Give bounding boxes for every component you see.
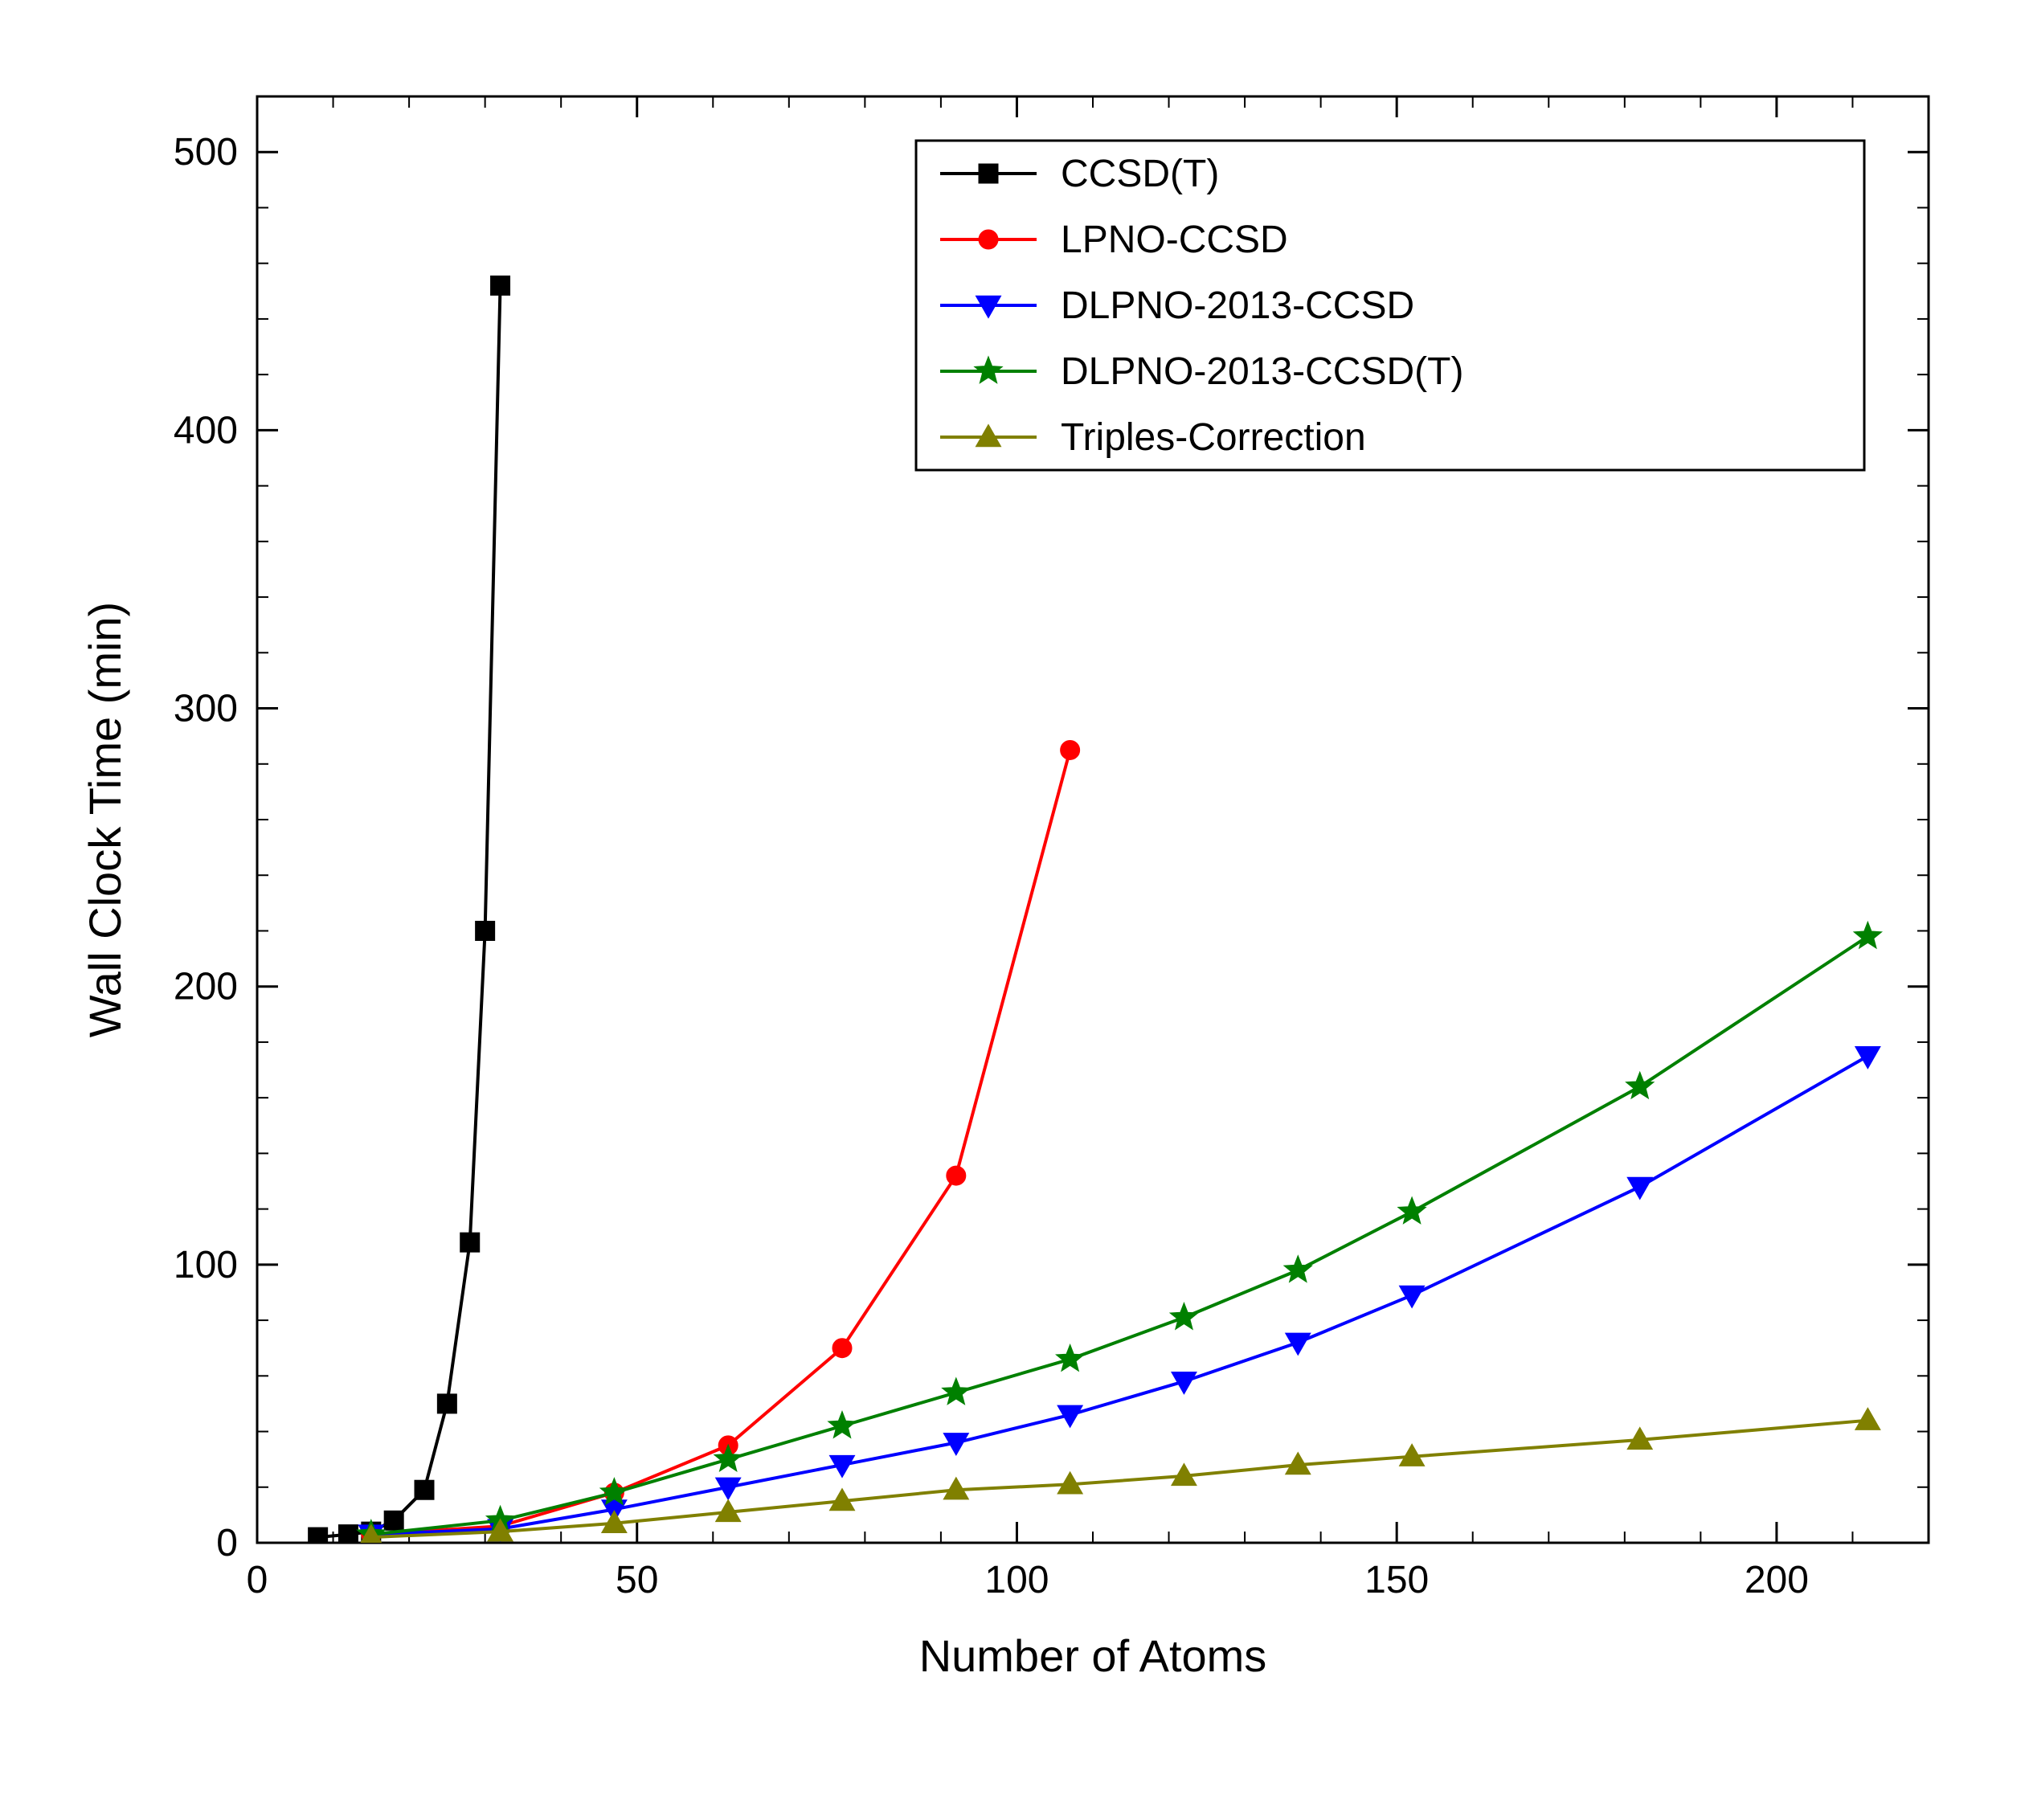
y-tick-label: 500 [174, 131, 238, 174]
x-tick-label: 200 [1745, 1559, 1809, 1601]
legend-label: Triples-Correction [1061, 416, 1366, 459]
legend-label: DLPNO-2013-CCSD(T) [1061, 350, 1463, 393]
chart-container: 0 50 100 150 200 Number of Atoms 0 100 200 300 400… [0, 0, 2029, 1820]
chart-svg: 0 50 100 150 200 Number of Atoms 0 100 200 300 400… [0, 0, 2029, 1820]
x-tick-label: 0 [247, 1559, 268, 1601]
legend-label: DLPNO-2013-CCSD [1061, 284, 1414, 327]
x-tick-label: 100 [984, 1559, 1049, 1601]
y-tick-label: 400 [174, 409, 238, 452]
y-tick-label: 300 [174, 688, 238, 730]
x-axis-label: Number of Atoms [919, 1630, 1267, 1681]
legend-label: LPNO-CCSD [1061, 219, 1288, 261]
y-axis-label: Wall Clock Time (min) [80, 602, 130, 1037]
y-tick-label: 0 [216, 1522, 238, 1564]
legend: CCSD(T) LPNO-CCSD DLPNO-2013-CCSD DLPNO-201… [916, 141, 1864, 470]
x-tick-label: 50 [616, 1559, 658, 1601]
legend-label: CCSD(T) [1061, 153, 1219, 195]
y-tick-label: 200 [174, 966, 238, 1008]
y-tick-label: 100 [174, 1244, 238, 1286]
x-tick-label: 150 [1364, 1559, 1429, 1601]
